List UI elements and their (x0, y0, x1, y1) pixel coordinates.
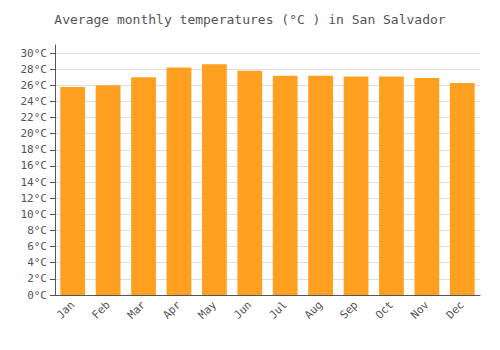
svg-text:Aug: Aug (302, 298, 325, 321)
svg-text:10°C: 10°C (21, 208, 48, 221)
svg-text:14°C: 14°C (21, 176, 48, 189)
svg-text:2°C: 2°C (27, 272, 47, 285)
svg-text:Feb: Feb (89, 298, 112, 321)
svg-text:May: May (196, 298, 219, 321)
svg-text:Sep: Sep (337, 298, 360, 321)
svg-text:24°C: 24°C (21, 95, 48, 108)
svg-text:Jul: Jul (267, 298, 290, 321)
svg-text:28°C: 28°C (21, 63, 48, 76)
svg-text:26°C: 26°C (21, 79, 48, 92)
svg-text:20°C: 20°C (21, 127, 48, 140)
svg-text:18°C: 18°C (21, 143, 48, 156)
svg-text:16°C: 16°C (21, 159, 48, 172)
svg-text:8°C: 8°C (27, 224, 47, 237)
svg-text:22°C: 22°C (21, 111, 48, 124)
svg-text:Mar: Mar (125, 298, 148, 321)
svg-text:12°C: 12°C (21, 192, 48, 205)
svg-text:30°C: 30°C (21, 47, 48, 60)
svg-text:Nov: Nov (408, 298, 431, 321)
svg-text:Apr: Apr (160, 298, 183, 321)
svg-text:6°C: 6°C (27, 240, 47, 253)
svg-text:Average monthly temperatures (: Average monthly temperatures (°C ) in Sa… (54, 12, 446, 27)
svg-text:Oct: Oct (373, 298, 396, 321)
svg-text:Jun: Jun (231, 298, 254, 321)
svg-text:Dec: Dec (444, 298, 467, 321)
svg-text:Jan: Jan (54, 298, 77, 321)
svg-text:0°C: 0°C (27, 289, 47, 302)
svg-text:4°C: 4°C (27, 256, 47, 269)
